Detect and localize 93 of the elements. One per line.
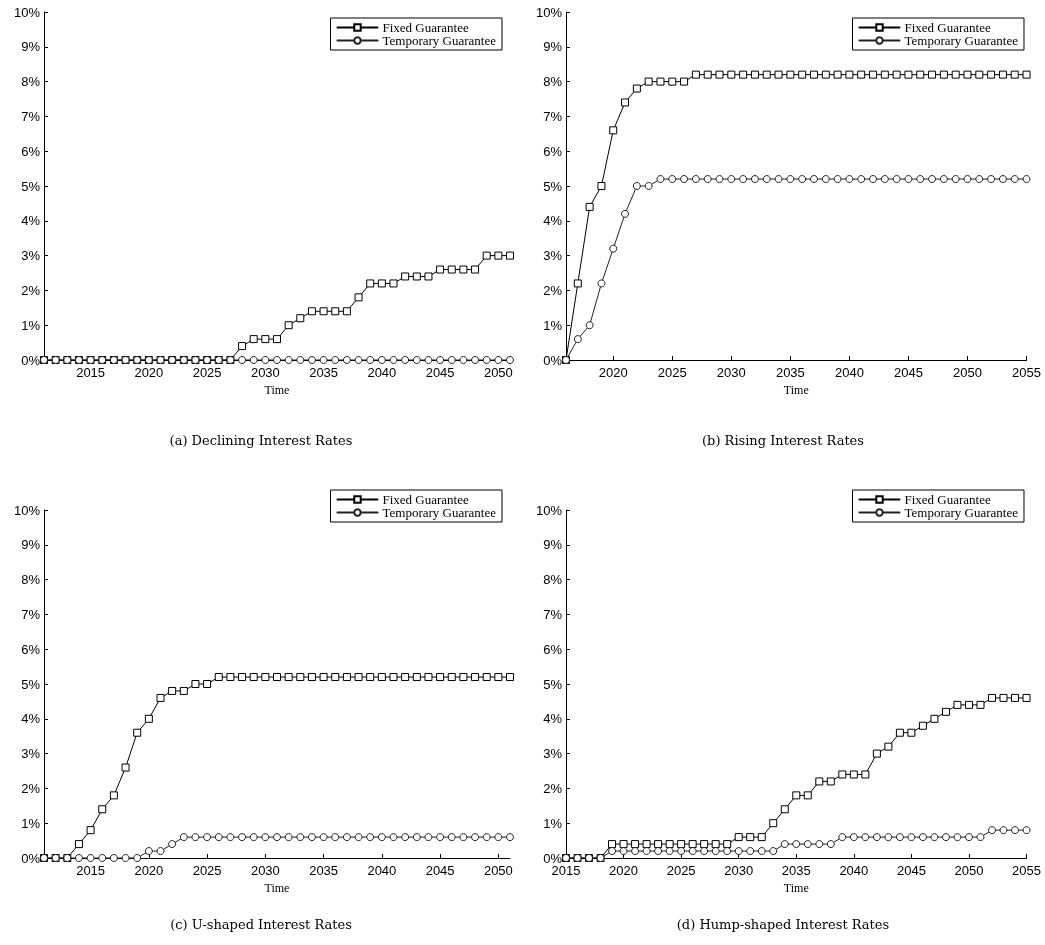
y-tick-label: 5%: [21, 178, 41, 194]
legend-label: Temporary Guarantee: [382, 505, 497, 520]
x-tick-label: 2030: [250, 863, 280, 878]
x-tick-label: 2035: [309, 365, 339, 380]
x-tick-label: 2045: [893, 365, 923, 380]
y-tick-label: 8%: [21, 74, 41, 90]
y-tick-label: 4%: [543, 213, 563, 229]
x-tick-label: 2035: [309, 863, 339, 878]
y-tick-label: 0%: [21, 850, 41, 866]
y-tick-label: 9%: [21, 537, 41, 553]
y-tick-label: 3%: [21, 746, 41, 762]
y-tick-label: 2%: [543, 780, 563, 796]
x-tick-label: 2030: [724, 863, 754, 878]
text: (c) U-shaped Interest Rates: [170, 917, 352, 932]
x-tick-label: 2050: [954, 863, 984, 878]
y-tick-label: 2%: [543, 282, 563, 298]
legend-label: Temporary Guarantee: [382, 33, 497, 48]
y-tick-label: 10%: [535, 4, 563, 20]
y-tick-label: 8%: [543, 74, 563, 90]
y-tick-label: 9%: [543, 39, 563, 55]
x-tick-label: 2055: [1012, 365, 1041, 380]
y-tick-label: 7%: [543, 606, 563, 622]
x-tick-label: 2045: [425, 863, 455, 878]
legend-label: Fixed Guarantee: [382, 492, 469, 507]
x-tick-label: 2030: [250, 365, 280, 380]
y-tick-label: 4%: [543, 711, 563, 727]
x-tick-label: 2020: [609, 863, 639, 878]
x-tick-label: 2040: [834, 365, 864, 380]
y-tick-label: 7%: [21, 108, 41, 124]
legend-label: Temporary Guarantee: [904, 33, 1019, 48]
y-tick-label: 6%: [21, 641, 41, 657]
x-tick-label: 2020: [598, 365, 628, 380]
x-tick-label: 2015: [551, 863, 581, 878]
y-tick-label: 0%: [543, 352, 563, 368]
y-tick-label: 6%: [543, 641, 563, 657]
y-tick-label: 3%: [543, 746, 563, 762]
x-tick-label: 2035: [775, 365, 805, 380]
x-tick-label: 2020: [134, 365, 164, 380]
legend-label: Fixed Guarantee: [904, 492, 991, 507]
y-tick-label: 5%: [543, 178, 563, 194]
x-tick-label: 2025: [192, 365, 222, 380]
x-tick-label: 2030: [716, 365, 746, 380]
text: (d) Hump-shaped Interest Rates: [676, 917, 890, 932]
x-axis-title: Time: [783, 881, 809, 895]
y-tick-label: 1%: [21, 317, 41, 333]
y-tick-label: 10%: [13, 502, 41, 518]
y-tick-label: 7%: [21, 606, 41, 622]
y-tick-label: 0%: [21, 352, 41, 368]
x-tick-label: 2020: [134, 863, 164, 878]
y-tick-label: 7%: [543, 108, 563, 124]
y-tick-label: 2%: [21, 780, 41, 796]
x-tick-label: 2025: [192, 863, 222, 878]
y-tick-label: 0%: [543, 850, 563, 866]
y-tick-label: 3%: [543, 248, 563, 264]
x-tick-label: 2045: [896, 863, 926, 878]
legend-label: Fixed Guarantee: [904, 20, 991, 35]
x-tick-label: 2015: [76, 365, 106, 380]
x-tick-label: 2025: [657, 365, 687, 380]
y-tick-label: 6%: [543, 143, 563, 159]
y-tick-label: 1%: [543, 317, 563, 333]
x-tick-label: 2015: [76, 863, 106, 878]
y-tick-label: 9%: [543, 537, 563, 553]
legend-label: Fixed Guarantee: [382, 20, 469, 35]
x-tick-label: 2050: [483, 365, 513, 380]
x-axis-title: Time: [783, 383, 809, 397]
y-tick-label: 8%: [543, 572, 563, 588]
text: (a) Declining Interest Rates: [169, 433, 353, 448]
y-tick-label: 10%: [13, 4, 41, 20]
y-tick-label: 5%: [21, 676, 41, 692]
x-axis-title: Time: [264, 383, 290, 397]
x-axis-title: Time: [264, 881, 290, 895]
y-tick-label: 1%: [543, 815, 563, 831]
text: (b) Rising Interest Rates: [702, 433, 864, 448]
x-tick-label: 2050: [483, 863, 513, 878]
x-tick-label: 2050: [953, 365, 982, 380]
x-tick-label: 2055: [1012, 863, 1041, 878]
y-tick-label: 4%: [21, 213, 41, 229]
y-tick-label: 8%: [21, 572, 41, 588]
y-tick-label: 3%: [21, 248, 41, 264]
y-tick-label: 5%: [543, 676, 563, 692]
legend-label: Temporary Guarantee: [904, 505, 1019, 520]
y-tick-label: 4%: [21, 711, 41, 727]
x-tick-label: 2040: [839, 863, 869, 878]
y-tick-label: 10%: [535, 502, 563, 518]
y-tick-label: 1%: [21, 815, 41, 831]
x-tick-label: 2035: [781, 863, 811, 878]
x-tick-label: 2040: [367, 365, 397, 380]
x-tick-label: 2025: [666, 863, 696, 878]
x-tick-label: 2045: [425, 365, 455, 380]
y-tick-label: 2%: [21, 282, 41, 298]
y-tick-label: 6%: [21, 143, 41, 159]
y-tick-label: 9%: [21, 39, 41, 55]
x-tick-label: 2040: [367, 863, 397, 878]
